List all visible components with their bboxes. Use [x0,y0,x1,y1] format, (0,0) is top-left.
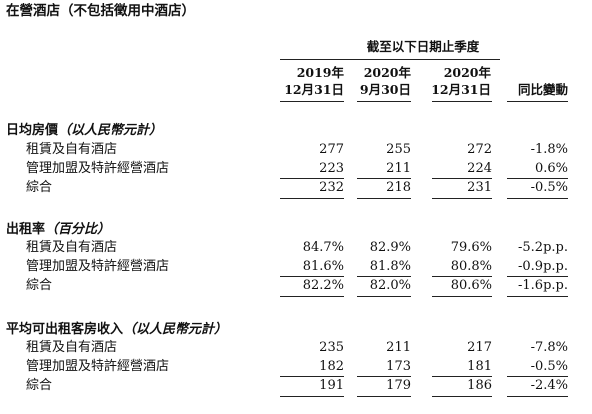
total-rule-bottom [280,198,344,199]
row-label: 綜合 [26,278,53,293]
col-header-1-line1: 2019年 [296,65,344,80]
table-cell: 272 [467,142,492,157]
col-header-2-line1: 2020年 [363,65,411,80]
total-rule-bottom [357,198,411,199]
table-cell: 211 [386,161,411,176]
row-label: 租賃及自有酒店 [26,142,118,157]
table-cell: 211 [386,340,411,355]
section-unit: （百分比） [45,222,111,237]
table-cell: -0.5% [530,180,568,195]
table-cell: 82.2% [302,278,344,293]
table-cell: -1.6p.p. [518,278,568,293]
table-cell: 224 [467,161,492,176]
section-title-text: 出租率 [6,222,46,237]
total-rule-bottom [432,396,492,397]
col-header-2-underline [357,101,411,102]
table-cell: 231 [467,180,492,195]
total-rule-bottom [507,296,568,297]
col-header-4-line2: 同比變動 [517,82,568,97]
section-title-average-daily-rate: 日均房價（以人民幣元計） [6,124,162,137]
total-rule-top [432,178,492,179]
col-header-1-underline [280,101,344,102]
col-header-3-line1: 2020年 [443,65,491,80]
col-header-3-line2: 12月31日 [431,82,491,97]
total-rule-top [280,178,344,179]
table-cell: 182 [319,359,344,374]
row-label: 綜合 [26,378,53,393]
total-rule-top [280,276,344,277]
section-title-occupancy-rate: 出租率（百分比） [6,223,110,236]
table-cell: 218 [386,180,411,195]
section-title-revpar: 平均可出租客房收入（以人民幣元計） [6,323,227,336]
table-cell: 80.6% [450,278,492,293]
total-rule-top [507,178,568,179]
col-header-2-line2: 9月30日 [359,82,411,97]
total-rule-bottom [507,396,568,397]
total-rule-top [432,276,492,277]
col-header-3-underline [432,101,492,102]
table-cell: 232 [319,180,344,195]
total-rule-top [357,276,411,277]
col-header-1-line2: 12月31日 [284,82,344,97]
total-rule-bottom [357,396,411,397]
row-label: 管理加盟及特許經營酒店 [26,259,170,274]
table-cell: -0.5% [530,359,568,374]
total-rule-top [357,178,411,179]
table-cell: 191 [319,378,344,393]
table-cell: 81.6% [302,259,344,274]
total-rule-top [432,376,492,377]
row-label: 管理加盟及特許經營酒店 [26,359,170,374]
period-group-label: 截至以下日期止季度 [366,39,480,54]
table-title: 在營酒店（不包括徵用中酒店） [6,3,195,19]
total-rule-top [357,376,411,377]
total-rule-bottom [432,198,492,199]
row-label: 管理加盟及特許經營酒店 [26,161,170,176]
row-label: 綜合 [26,180,53,195]
total-rule-bottom [280,396,344,397]
table-cell: 179 [386,378,411,393]
section-title-text: 日均房價 [6,123,59,138]
table-cell: 80.8% [450,259,492,274]
table-cell: -0.9p.p. [518,259,568,274]
table-cell: -7.8% [530,340,568,355]
table-cell: 84.7% [302,240,344,255]
row-label: 租賃及自有酒店 [26,240,118,255]
total-rule-top [507,276,568,277]
section-unit: （以人民幣元計） [58,123,163,138]
table-cell: -2.4% [530,378,568,393]
table-cell: 217 [467,340,492,355]
table-cell: 255 [386,142,411,157]
total-rule-bottom [432,296,492,297]
total-rule-top [280,376,344,377]
table-cell: 81.8% [369,259,411,274]
row-label: 租賃及自有酒店 [26,340,118,355]
table-cell: 186 [467,378,492,393]
table-cell: 181 [467,359,492,374]
table-cell: 82.0% [369,278,411,293]
table-cell: 173 [386,359,411,374]
table-cell: 82.9% [369,240,411,255]
table-cell: 223 [319,161,344,176]
col-header-4-underline [507,101,568,102]
table-cell: 0.6% [534,161,568,176]
total-rule-bottom [357,296,411,297]
total-rule-top [507,376,568,377]
table-cell: -5.2p.p. [518,240,568,255]
total-rule-bottom [507,198,568,199]
section-unit: （以人民幣元計） [123,322,228,337]
table-cell: -1.8% [530,142,568,157]
table-cell: 277 [319,142,344,157]
total-rule-bottom [280,296,344,297]
table-cell: 235 [319,340,344,355]
table-cell: 79.6% [450,240,492,255]
header-divider [280,59,500,60]
section-title-text: 平均可出租客房收入 [6,322,124,337]
